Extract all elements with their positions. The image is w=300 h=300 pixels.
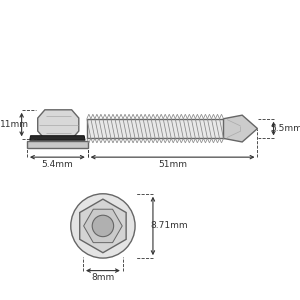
Text: 8mm: 8mm [91,273,115,282]
Text: 11mm: 11mm [0,120,29,129]
Polygon shape [30,136,85,140]
Text: 5.4mm: 5.4mm [41,160,73,169]
Polygon shape [84,209,122,243]
Circle shape [92,215,114,237]
Text: 5.5mm: 5.5mm [270,124,300,133]
Polygon shape [27,141,88,148]
Polygon shape [80,199,126,253]
Polygon shape [87,119,224,138]
Text: 8.71mm: 8.71mm [150,221,188,230]
Polygon shape [38,110,79,139]
Text: 51mm: 51mm [158,160,187,169]
Polygon shape [224,115,257,142]
Circle shape [71,194,135,258]
